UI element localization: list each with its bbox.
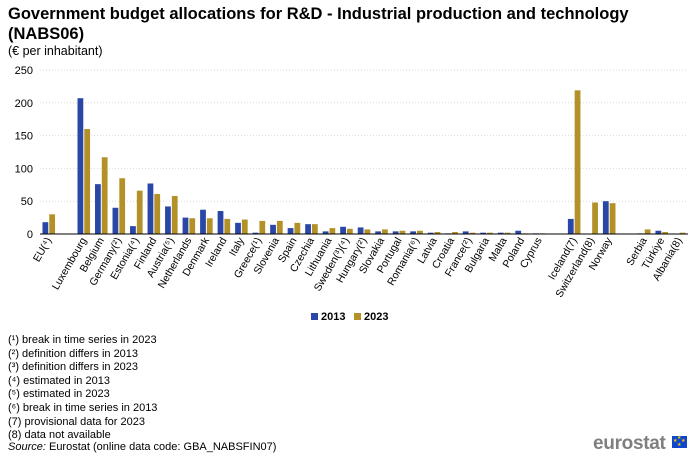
bar-2023 <box>662 232 669 234</box>
chart-title: Government budget allocations for R&D - … <box>8 5 629 43</box>
bar-2023 <box>399 230 406 234</box>
footnote: (⁶) break in time series in 2013 <box>8 401 158 414</box>
y-tick-label: 50 <box>21 196 33 208</box>
bar-2013 <box>427 232 434 234</box>
bar-2023 <box>49 214 56 234</box>
bar-2023 <box>592 202 598 234</box>
bar-2023 <box>434 232 441 234</box>
legend-label-2013: 2013 <box>321 311 345 323</box>
eurostat-logo: eurostat ★ ★ ★ ★ <box>593 433 693 454</box>
bar-2023 <box>469 232 476 234</box>
bar-2023 <box>452 232 458 234</box>
bar-2013 <box>410 231 417 234</box>
bar-2013 <box>77 98 84 234</box>
y-tick-label: 100 <box>15 163 33 175</box>
bar-2023 <box>382 229 388 234</box>
footnotes: (¹) break in time series in 2023 (²) def… <box>8 334 157 443</box>
bar-2013 <box>567 218 574 234</box>
chart-subtitle: (€ per inhabitant) <box>8 44 103 58</box>
bar-2013 <box>147 183 154 234</box>
bar-2023 <box>241 219 248 234</box>
bar-2013 <box>95 184 101 234</box>
bar-2013 <box>217 211 224 234</box>
bar-2023 <box>259 220 266 234</box>
bar-2013 <box>165 206 171 234</box>
bar-2013 <box>480 232 487 234</box>
bar-2023 <box>136 190 143 234</box>
source-text: Eurostat (online data code: GBA_NABSFIN0… <box>45 441 277 453</box>
bar-2013 <box>340 226 346 234</box>
bar-2023 <box>574 90 581 234</box>
footnote: (⁴) estimated in 2013 <box>8 374 110 387</box>
legend-label-2023: 2023 <box>364 311 388 323</box>
bar-2013 <box>42 222 49 234</box>
bar-2023 <box>346 228 353 234</box>
footnote: (³) definition differs in 2023 <box>8 361 139 374</box>
bar-2013 <box>182 217 189 234</box>
bar-2023 <box>224 218 231 234</box>
bar-2023 <box>329 228 336 234</box>
footnote: (8) data not available <box>8 429 111 442</box>
bar-2023 <box>504 232 511 234</box>
bar-2013 <box>305 224 311 234</box>
bar-2013 <box>462 231 469 234</box>
bar-2023 <box>119 178 126 234</box>
y-tick-label: 0 <box>27 229 33 241</box>
source-line: Source: Eurostat (online data code: GBA_… <box>8 441 276 453</box>
bar-2013 <box>200 209 206 234</box>
bar-2023 <box>364 229 371 234</box>
bar-2013 <box>322 231 329 234</box>
bar-2013 <box>235 222 241 234</box>
source-label: Source: <box>8 441 46 453</box>
bar-2023 <box>154 193 161 234</box>
bar-2013 <box>602 201 609 234</box>
bar-2013 <box>392 231 399 234</box>
bar-2023 <box>189 218 196 234</box>
legend-swatch-2023 <box>354 313 361 320</box>
bar-2023 <box>487 232 493 234</box>
bar-2023 <box>206 218 213 234</box>
bar-2023 <box>101 157 108 234</box>
bar-2023 <box>417 230 423 234</box>
x-tick-label: EU(⁴) <box>31 236 54 265</box>
y-tick-label: 200 <box>15 98 33 110</box>
legend-swatch-2013 <box>311 313 318 320</box>
bar-2023 <box>311 224 318 234</box>
bar-2013 <box>375 231 382 234</box>
y-tick-label: 150 <box>15 131 33 143</box>
bar-chart: 050100150200250EU(⁴)LuxembourgBelgiumGer… <box>15 65 688 323</box>
bar-2013 <box>252 232 259 234</box>
footnote: (²) definition differs in 2013 <box>8 347 139 360</box>
eurostat-logo-text: eurostat <box>593 433 666 454</box>
bar-2013 <box>130 226 136 234</box>
bar-2013 <box>655 230 662 234</box>
eu-flag-icon: ★ ★ ★ ★ <box>672 435 687 448</box>
footnote: (¹) break in time series in 2023 <box>8 334 157 346</box>
bar-2013 <box>515 230 522 234</box>
footnote: (7) provisional data for 2023 <box>8 415 145 428</box>
bar-2013 <box>112 207 119 234</box>
footnote: (⁵) estimated in 2023 <box>8 388 110 401</box>
bar-2023 <box>609 203 616 234</box>
y-tick-label: 250 <box>15 65 33 77</box>
bar-2023 <box>679 232 686 234</box>
bar-2023 <box>84 129 91 234</box>
bar-2023 <box>294 222 301 234</box>
bar-2023 <box>276 220 283 234</box>
bar-2013 <box>357 227 364 234</box>
bar-2013 <box>497 232 504 234</box>
bar-2023 <box>171 195 178 234</box>
bar-2013 <box>287 228 294 234</box>
bar-2023 <box>644 229 651 234</box>
bar-2013 <box>270 224 276 234</box>
